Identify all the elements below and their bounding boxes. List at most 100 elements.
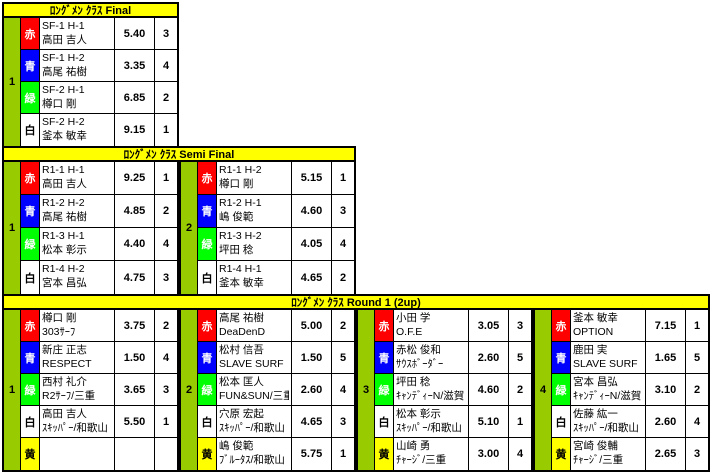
table-row: 白 SF-2 H-2 釜本 敏幸 9.15 1 [21,114,177,146]
score-cell: 1.65 [646,342,686,373]
color-cell-white: 白 [375,406,394,437]
color-cell-green: 緑 [198,374,217,405]
score-cell: 5.50 [115,406,155,437]
competitor-cell: SF-1 H-2 高尾 祐樹 [40,50,115,81]
section-2: ﾛﾝｸﾞﾒﾝ ｸﾗｽ Round 1 (2up) 1 赤樽口 剛 303ｻｰﾌ 3.75… [2,294,710,472]
rank-cell: 1 [516,415,524,428]
competitor-cell: R1-3 H-1 松本 彰示 [40,228,115,260]
competitor-line2: 高尾 祐樹 [42,211,87,223]
competitor-line1: 松村 信吾 [219,344,264,356]
rank-cell: 4 [339,383,347,396]
competitor-line2: RESPECT [42,358,92,370]
competitor-line1: R1-1 H-2 [219,164,262,176]
group-number: 3 [358,310,375,470]
competitor-line2: FUN&SUN/三重 [219,390,289,402]
competitor-line2: OPTION [573,326,614,338]
color-cell-red: 赤 [375,310,394,341]
competitor-cell: 赤松 俊和 ｻｳｽﾎﾞｰﾀﾞｰ [394,342,469,373]
section-title: ﾛﾝｸﾞﾒﾝ ｸﾗｽ Semi Final [2,146,356,162]
group-table: 2 赤 R1-1 H-2 樽口 剛 5.15 1 青 R1-2 H-1 嶋 俊範 4.60 3 緑 R1… [179,162,356,296]
group-table: 4 赤釜本 敏幸 OPTION 7.15 1 青鹿田 実 SLAVE SURF 1.65 5 緑宮… [533,310,710,472]
score-cell: 3.05 [469,310,509,341]
color-cell-white: 白 [21,261,40,294]
competitor-line2: ｽｷｯﾊﾟｰ/和歌山 [573,422,639,434]
competitor-cell: 松村 信吾 SLAVE SURF [217,342,292,373]
score-cell: 2.60 [469,342,509,373]
score-cell: 2.65 [646,438,686,470]
color-cell-blue: 青 [21,342,40,373]
score-cell: 4.40 [115,228,155,260]
rank-cell: 2 [693,383,701,396]
table-row: 白高田 吉人 ｽｷｯﾊﾟｰ/和歌山 5.50 1 [21,406,177,438]
competitor-line1: R1-1 H-1 [42,164,85,176]
color-cell-red: 赤 [198,162,217,194]
competitor-line2: ｽｷｯﾊﾟｰ/和歌山 [219,422,285,434]
competitor-cell: R1-4 H-1 釜本 敏幸 [217,261,292,294]
competitor-line2: SLAVE SURF [573,358,638,370]
competitor-line1: 宮本 昌弘 [573,376,618,388]
color-cell-blue: 青 [375,342,394,373]
competitor-line1: 嶋 俊範 [219,440,254,452]
rank-cell: 2 [339,319,347,332]
competitor-line1: SF-2 H-1 [42,84,85,96]
competitor-cell: SF-2 H-1 樽口 剛 [40,82,115,113]
score-cell: 3.35 [115,50,155,81]
table-row: 赤樽口 剛 303ｻｰﾌ 3.75 2 [21,310,177,342]
score-cell: 5.75 [292,438,332,470]
competitor-cell: R1-2 H-2 高尾 祐樹 [40,195,115,227]
competitor-cell: SF-1 H-1 高田 吉人 [40,18,115,49]
competitor-line2: 宮本 昌弘 [42,277,87,289]
score-cell: 1.50 [292,342,332,373]
competitor-line2: 坪田 稔 [219,244,254,256]
score-cell: 2.60 [646,406,686,437]
color-cell-green: 緑 [21,228,40,260]
rank-cell: 3 [516,319,524,332]
table-row: 白松本 彰示 ｽｷｯﾊﾟｰ/和歌山 5.10 1 [375,406,531,438]
competitor-cell: 釜本 敏幸 OPTION [571,310,646,341]
color-cell-red: 赤 [198,310,217,341]
table-row: 赤 SF-1 H-1 高田 吉人 5.40 3 [21,18,177,50]
competitor-cell: R1-3 H-2 坪田 稔 [217,228,292,260]
color-cell-blue: 青 [552,342,571,373]
table-row: 赤釜本 敏幸 OPTION 7.15 1 [552,310,708,342]
table-row: 白 R1-4 H-1 釜本 敏幸 4.65 2 [198,261,354,294]
group-table: 1 赤 R1-1 H-1 高田 吉人 9.25 1 青 R1-2 H-2 高尾 祐樹 4.85 2 緑… [2,162,179,296]
color-cell-green: 緑 [552,374,571,405]
competitor-line1: 新庄 正志 [42,344,87,356]
score-cell: 3.10 [646,374,686,405]
table-row: 赤 R1-1 H-1 高田 吉人 9.25 1 [21,162,177,195]
rank-cell: 3 [339,415,347,428]
rank-cell: 4 [162,59,170,72]
score-cell: 3.00 [469,438,509,470]
competitor-line1: R1-3 H-1 [42,230,85,242]
competitor-line2: ﾌﾞﾙｰﾀｽ/和歌山 [219,454,285,466]
score-cell: 5.40 [115,18,155,49]
competitor-line2: 高田 吉人 [42,34,87,46]
competitor-line2: 松本 彰示 [42,244,87,256]
table-row: 緑西村 礼介 R2ｻｰﾌ/三重 3.65 3 [21,374,177,406]
group-table: 1 赤 SF-1 H-1 高田 吉人 5.40 3 青 SF-1 H-2 高尾 祐樹 3.35 4 緑… [2,18,179,148]
color-cell-white: 白 [198,261,217,294]
competitor-line2: ｻｳｽﾎﾞｰﾀﾞｰ [396,358,444,370]
competitor-cell: 松本 彰示 ｽｷｯﾊﾟｰ/和歌山 [394,406,469,437]
competitor-line1: R1-2 H-2 [42,197,85,209]
table-row: 青新庄 正志 RESPECT 1.50 4 [21,342,177,374]
rank-cell: 5 [339,351,347,364]
competitor-cell: 松本 匡人 FUN&SUN/三重 [217,374,292,405]
rank-cell: 1 [693,319,701,332]
color-cell-green: 緑 [21,82,40,113]
table-row: 黄 [21,438,177,470]
table-row: 赤小田 学 O.F.E 3.05 3 [375,310,531,342]
table-row: 青 R1-2 H-2 高尾 祐樹 4.85 2 [21,195,177,228]
competitor-line2: 303ｻｰﾌ [42,326,76,338]
rank-cell: 1 [162,415,170,428]
rank-cell: 2 [162,319,170,332]
competitor-line1: R1-3 H-2 [219,230,262,242]
score-cell: 1.50 [115,342,155,373]
competitor-line1: 高尾 祐樹 [219,312,264,324]
competitor-line1: 松本 匡人 [219,376,264,388]
competitor-line2: O.F.E [396,326,423,338]
competitor-line1: 穴原 宏起 [219,408,264,420]
competitor-line2: DeaDenD [219,326,266,338]
table-row: 黄嶋 俊範 ﾌﾞﾙｰﾀｽ/和歌山 5.75 1 [198,438,354,470]
